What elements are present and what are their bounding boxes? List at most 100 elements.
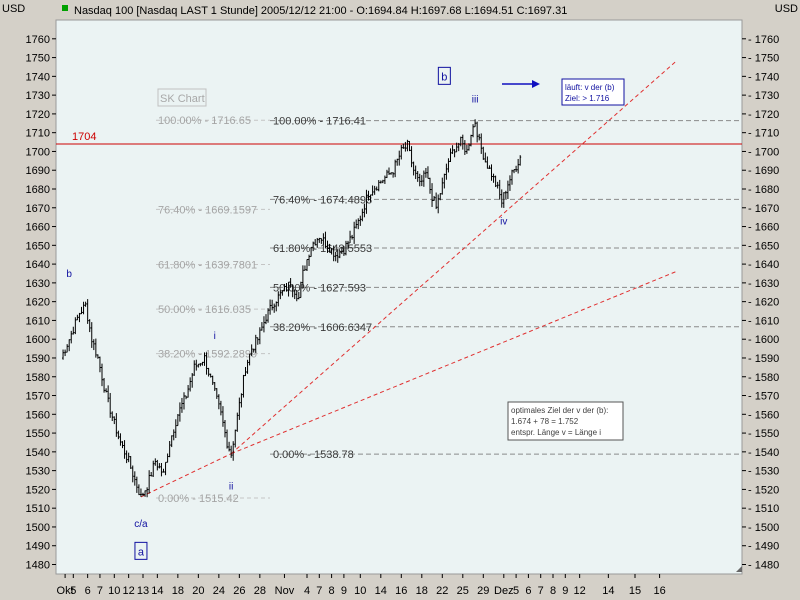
- x-tick-label: 18: [172, 585, 184, 597]
- candle: [191, 373, 194, 388]
- candle: [133, 471, 136, 486]
- trendline: [230, 271, 677, 455]
- y-tick-label-right: - 1750: [748, 53, 779, 65]
- candle: [129, 456, 132, 469]
- candle: [103, 377, 106, 393]
- fib-label-right: 76.40% - 1674.4893: [273, 194, 372, 206]
- candle: [152, 460, 155, 477]
- candle: [86, 299, 89, 324]
- candle: [150, 471, 153, 477]
- x-tick-label: 8: [550, 585, 556, 597]
- candle: [267, 308, 270, 323]
- y-tick-label-left: 1760: [26, 34, 50, 46]
- y-tick-label-right: - 1610: [748, 315, 779, 327]
- plot-area[interactable]: [55, 19, 743, 575]
- candle: [338, 250, 341, 259]
- candle: [248, 353, 251, 366]
- y-tick-label-right: - 1600: [748, 334, 779, 346]
- candle: [162, 468, 165, 473]
- y-tick-label-right: - 1620: [748, 297, 779, 309]
- candle: [217, 394, 220, 410]
- wave-label-box: [134, 541, 148, 560]
- y-tick-label-right: - 1550: [748, 428, 779, 440]
- candle: [439, 193, 442, 201]
- y-tick-label-left: 1730: [26, 90, 50, 102]
- candle: [511, 169, 513, 185]
- candle: [334, 251, 337, 262]
- note-optimal-line-3: entspr. Länge v = Länge i: [511, 428, 601, 437]
- candle: [135, 476, 138, 493]
- wave-label-boxed: b: [441, 71, 447, 83]
- candle: [437, 194, 440, 214]
- candle: [328, 243, 331, 253]
- candle: [385, 169, 388, 179]
- y-tick-label-right: - 1570: [748, 391, 779, 403]
- y-tick-label-right: - 1740: [748, 71, 779, 83]
- x-tick-label: 5: [70, 585, 76, 597]
- y-tick-label-left: 1630: [26, 278, 50, 290]
- candle: [467, 143, 470, 151]
- candle: [207, 367, 210, 377]
- candle: [164, 461, 167, 476]
- candle: [429, 177, 431, 194]
- candle: [416, 170, 419, 182]
- x-tick-label: 24: [213, 585, 225, 597]
- x-tick-label: 25: [457, 585, 469, 597]
- candle: [168, 440, 171, 458]
- y-tick-label-right: - 1480: [748, 560, 779, 572]
- candle: [297, 292, 300, 300]
- candle: [209, 373, 212, 378]
- candle: [375, 186, 378, 191]
- candle: [336, 249, 339, 263]
- y-tick-label-left: 1700: [26, 146, 50, 158]
- x-tick-label: 14: [151, 585, 163, 597]
- candle: [90, 322, 93, 348]
- candle: [238, 397, 241, 420]
- x-tick-label: 6: [525, 585, 531, 597]
- y-tick-label-right: - 1510: [748, 503, 779, 515]
- candle: [312, 241, 315, 252]
- fib-label-left: 38.20% - 1592.2899: [158, 349, 257, 361]
- candle: [117, 430, 120, 440]
- candle: [340, 246, 343, 255]
- y-tick-label-right: - 1730: [748, 90, 779, 102]
- fib-label-right: 50.00% - 1627.593: [273, 282, 366, 294]
- candle: [424, 167, 427, 178]
- fib-label-left: 100.00% - 1716.65: [158, 115, 251, 127]
- x-tick-label: 4: [304, 585, 310, 597]
- candle: [383, 175, 386, 184]
- candle: [285, 283, 288, 292]
- candle: [388, 167, 390, 175]
- candle: [111, 411, 114, 422]
- x-tick-label: 9: [341, 585, 347, 597]
- y-tick-label-left: 1540: [26, 447, 50, 459]
- candle: [252, 348, 255, 353]
- resize-grip-icon[interactable]: [736, 566, 742, 572]
- candle: [367, 190, 370, 201]
- series-marker-icon: [62, 5, 68, 11]
- candle: [463, 140, 466, 155]
- candle: [398, 150, 401, 166]
- candle: [449, 148, 452, 162]
- candle: [519, 155, 522, 166]
- candle: [125, 450, 128, 464]
- candle: [465, 144, 468, 154]
- y-tick-label-right: - 1690: [748, 165, 779, 177]
- candle: [435, 192, 438, 210]
- candle: [131, 465, 134, 483]
- wave-label: c/a: [134, 519, 148, 530]
- candle: [390, 172, 393, 175]
- candle: [332, 245, 335, 262]
- trendline: [140, 453, 232, 498]
- y-tick-label-left: 1620: [26, 297, 50, 309]
- y-tick-label-right: - 1540: [748, 447, 779, 459]
- y-tick-label-right: - 1640: [748, 259, 779, 271]
- candle: [70, 330, 73, 344]
- x-tick-label: 14: [602, 585, 614, 597]
- candle: [301, 265, 304, 289]
- candle: [369, 194, 372, 202]
- x-tick-label: 13: [137, 585, 149, 597]
- candle: [299, 281, 302, 299]
- candle: [381, 179, 384, 184]
